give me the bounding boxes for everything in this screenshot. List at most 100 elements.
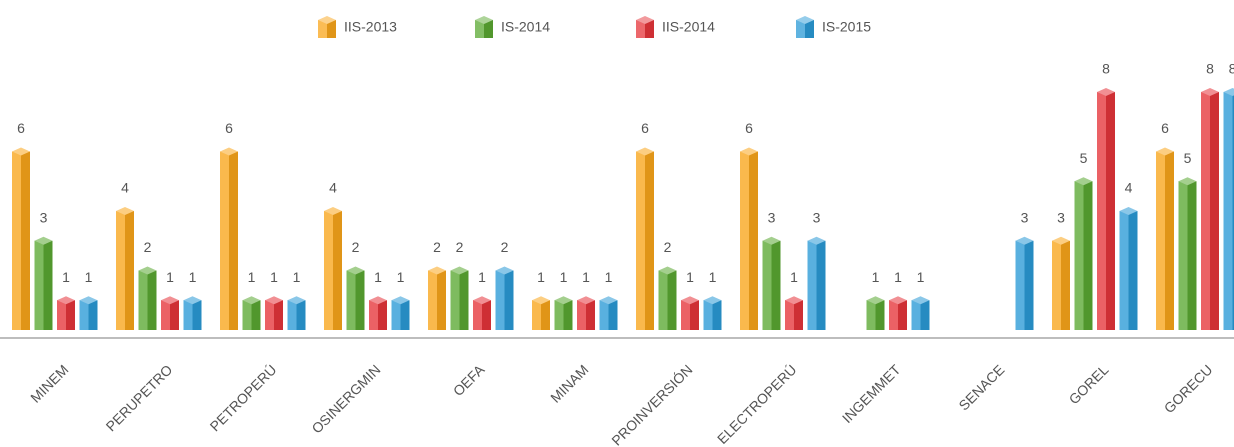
bar-highlight <box>1074 181 1084 330</box>
bar-top <box>554 296 573 305</box>
legend-swatch-top <box>796 16 814 24</box>
bar-highlight <box>658 270 668 330</box>
bar-highlight <box>265 300 274 330</box>
bar-top <box>1052 236 1070 245</box>
bar-highlight <box>532 300 541 330</box>
bar-top <box>1119 207 1138 215</box>
value-label: 1 <box>560 269 568 285</box>
value-label: 2 <box>352 239 360 255</box>
bar-highlight <box>161 300 170 330</box>
bar-highlight <box>346 270 356 330</box>
value-label: 1 <box>605 269 613 285</box>
bar-top <box>532 296 550 305</box>
legend-swatch-side <box>484 20 493 38</box>
bar-top <box>450 266 469 275</box>
bar-highlight <box>57 300 66 330</box>
bar-top <box>1178 177 1197 186</box>
bar-top <box>636 147 654 156</box>
bar-highlight <box>740 151 749 330</box>
bar-top <box>889 296 907 305</box>
bar-highlight <box>138 270 148 330</box>
bar-highlight <box>1119 211 1129 330</box>
bar-highlight <box>703 300 713 330</box>
value-label: 1 <box>917 269 925 285</box>
bar-top <box>681 296 699 305</box>
bar-top <box>220 147 238 156</box>
bar-highlight <box>785 300 794 330</box>
legend-swatch-top <box>318 16 336 24</box>
legend-swatch-top <box>636 16 654 24</box>
value-label: 2 <box>144 239 152 255</box>
bar-highlight <box>369 300 378 330</box>
value-label: 6 <box>225 120 233 136</box>
value-label: 8 <box>1229 61 1234 77</box>
legend-label: IS-2014 <box>501 19 550 35</box>
bar-top <box>183 296 202 305</box>
value-label: 2 <box>456 239 464 255</box>
bar-top <box>12 147 30 156</box>
x-tick-label: INGEMMET <box>839 361 904 426</box>
bar-highlight <box>450 270 460 330</box>
bar-top <box>807 236 826 245</box>
value-label: 1 <box>374 269 382 285</box>
bar-top <box>1015 236 1034 245</box>
legend-swatch-top <box>475 16 493 24</box>
bar-highlight <box>473 300 482 330</box>
bar-highlight <box>324 211 333 330</box>
value-label: 3 <box>813 209 821 225</box>
bar-top <box>242 296 261 305</box>
bar-top <box>866 296 885 305</box>
bar-highlight <box>681 300 690 330</box>
bar-highlight <box>391 300 401 330</box>
bar-highlight <box>1097 92 1106 330</box>
x-tick-label: PERUPETRO <box>103 361 176 434</box>
value-label: 3 <box>40 209 48 225</box>
bar-highlight <box>428 270 437 330</box>
value-label: 1 <box>62 269 70 285</box>
value-label: 1 <box>189 269 197 285</box>
x-tick-label: OSINERGMIN <box>308 361 383 436</box>
bar-highlight <box>1052 240 1061 330</box>
x-tick-label: SENACE <box>955 361 1007 413</box>
value-label: 1 <box>894 269 902 285</box>
value-label: 5 <box>1184 150 1192 166</box>
value-label: 1 <box>790 269 798 285</box>
x-tick-label: GOREL <box>1066 361 1112 407</box>
bar-highlight <box>636 151 645 330</box>
bar-highlight <box>1223 92 1233 330</box>
legend-label: IIS-2013 <box>344 19 397 35</box>
value-label: 6 <box>641 120 649 136</box>
value-label: 5 <box>1080 150 1088 166</box>
legend-swatch-side <box>805 20 814 38</box>
value-label: 1 <box>397 269 405 285</box>
value-label: 1 <box>686 269 694 285</box>
value-label: 2 <box>664 239 672 255</box>
bar-top <box>1223 88 1234 96</box>
legend-swatch-front <box>796 20 805 38</box>
bar-top <box>287 296 306 305</box>
bar-top <box>1074 177 1093 186</box>
value-label: 8 <box>1206 61 1214 77</box>
bar-top <box>495 266 514 275</box>
value-label: 6 <box>745 120 753 136</box>
value-label: 3 <box>768 209 776 225</box>
legend-swatch-side <box>645 20 654 38</box>
bar-top <box>911 296 930 305</box>
value-label: 1 <box>166 269 174 285</box>
bar-top <box>324 207 342 215</box>
bar-top <box>577 296 595 305</box>
bar-top <box>138 266 157 275</box>
bar-top <box>1097 88 1115 96</box>
legend-swatch-side <box>327 20 336 38</box>
value-label: 1 <box>248 269 256 285</box>
value-label: 1 <box>270 269 278 285</box>
value-label: 3 <box>1021 209 1029 225</box>
bar-top <box>57 296 75 305</box>
value-label: 8 <box>1102 61 1110 77</box>
bar-top <box>1156 147 1174 156</box>
x-tick-label: PETROPERÚ <box>207 361 280 434</box>
value-label: 1 <box>709 269 717 285</box>
value-label: 1 <box>293 269 301 285</box>
legend-label: IIS-2014 <box>662 19 715 35</box>
